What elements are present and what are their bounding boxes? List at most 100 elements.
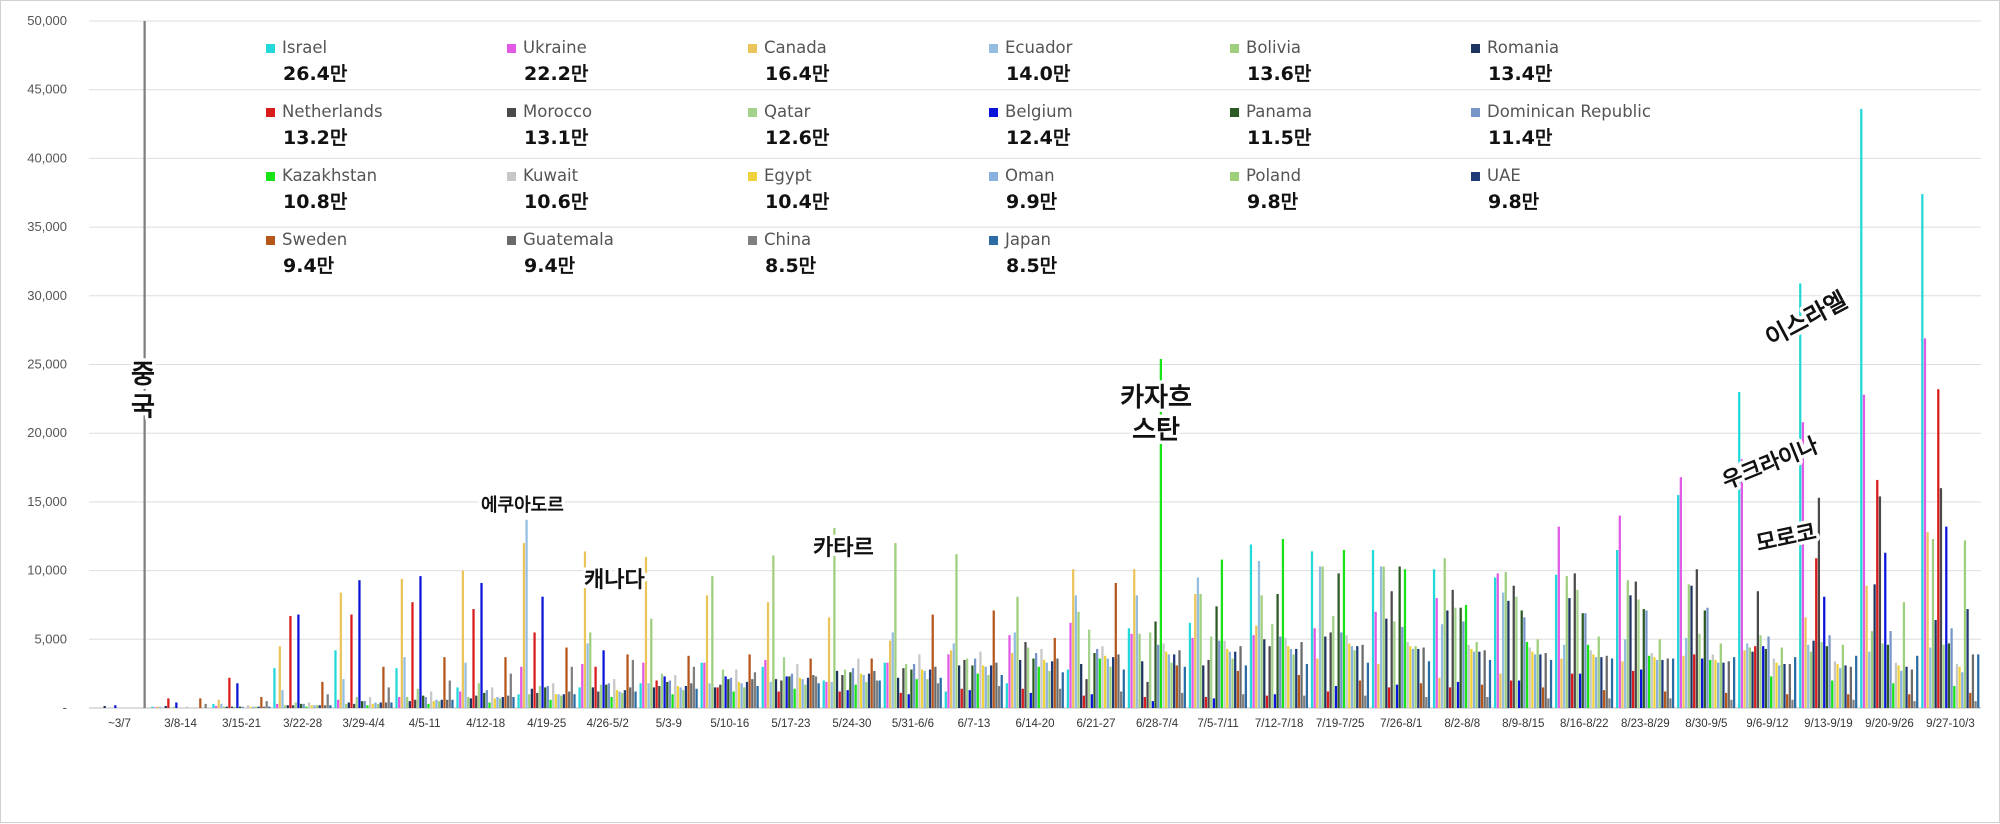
bar-belgium: [541, 596, 544, 708]
bar-belgium: [419, 576, 422, 708]
bar-egypt: [1348, 643, 1351, 708]
bar-sweden: [687, 655, 690, 708]
bar-romania: [652, 687, 656, 708]
bar-oman: [740, 683, 743, 708]
bar-qatar: [599, 684, 603, 708]
bar-egypt: [371, 703, 374, 708]
bar-canada: [1316, 658, 1319, 708]
legend-label: Ecuador: [1005, 38, 1073, 57]
bar-uae: [1783, 664, 1786, 708]
bar-romania: [835, 670, 839, 708]
bar-bolivia: [1687, 584, 1690, 708]
bar-uae: [623, 690, 627, 708]
bar-china: [1058, 688, 1062, 708]
bar-morocco: [1512, 585, 1515, 708]
bar-qatar: [660, 673, 664, 708]
bar-ukraine: [703, 662, 706, 708]
bar-japan: [451, 699, 454, 708]
bar-ecuador: [1929, 647, 1932, 708]
legend-swatch: [266, 236, 275, 245]
legend-total: 14.0만: [1006, 63, 1071, 85]
legend-label: Guatemala: [523, 230, 614, 249]
bar-ukraine: [1191, 637, 1194, 708]
legend-label: Bolivia: [1246, 38, 1301, 57]
bar-china: [1181, 692, 1184, 708]
bar-ukraine: [337, 699, 340, 708]
legend-total: 11.4만: [1488, 127, 1553, 149]
bar-romania: [1019, 659, 1022, 708]
bar-bolivia: [1931, 539, 1935, 708]
bar-dominican-republic: [1584, 613, 1587, 708]
bar-uae: [1417, 648, 1420, 708]
bar-dominican-republic: [1645, 610, 1648, 708]
bar-netherlands: [777, 691, 780, 708]
bar-netherlands: [1937, 389, 1940, 708]
bar-ecuador: [1318, 566, 1322, 708]
bar-kazakhstan: [793, 688, 796, 708]
legend-swatch: [1471, 108, 1480, 117]
bar-canada: [583, 551, 587, 708]
bar-kazakhstan: [610, 697, 613, 708]
bar-japan: [573, 694, 576, 708]
bar-panama: [238, 706, 242, 708]
bar-canada: [522, 543, 526, 708]
bar-morocco: [963, 659, 966, 708]
x-tick-label: ~3/7: [108, 718, 131, 730]
bar-kuwait: [491, 687, 494, 708]
bar-netherlands: [1570, 673, 1574, 708]
bar-poland: [743, 687, 746, 708]
bar-china: [509, 673, 512, 708]
bar-qatar: [1210, 636, 1213, 708]
bar-panama: [971, 665, 974, 708]
bar-china: [1852, 699, 1855, 708]
bar-guatemala: [1483, 650, 1486, 708]
y-tick-label: 20,000: [27, 425, 67, 440]
bar-netherlands: [350, 614, 353, 708]
bar-oman: [801, 679, 804, 708]
bar-morocco: [1268, 646, 1271, 708]
y-tick-label: -: [63, 700, 67, 715]
legend-total: 22.2만: [524, 63, 589, 85]
bar-romania: [957, 665, 961, 708]
bar-kazakhstan: [488, 702, 491, 708]
bar-oman: [1778, 665, 1781, 708]
bar-israel: [639, 683, 642, 708]
bar-qatar: [1576, 589, 1579, 708]
bar-bolivia: [1077, 611, 1080, 708]
legend-total: 13.2만: [283, 127, 348, 149]
bar-morocco: [719, 684, 722, 708]
bar-ecuador: [342, 679, 345, 708]
bar-kuwait: [1345, 635, 1348, 708]
legend-label: Oman: [1005, 166, 1055, 185]
bar-ecuador: [1685, 637, 1688, 708]
bar-uae: [501, 697, 504, 708]
bar-romania: [225, 706, 228, 708]
y-tick-label: 50,000: [27, 13, 67, 28]
bar-kuwait: [1467, 644, 1470, 708]
bar-oman: [1167, 654, 1170, 708]
bar-egypt: [1409, 646, 1412, 708]
bar-ecuador: [586, 643, 589, 708]
bar-dominican-republic: [363, 701, 366, 708]
bar-romania: [774, 679, 778, 708]
annotation-text: 모로코: [1754, 520, 1819, 557]
bar-ecuador: [1624, 639, 1627, 708]
bar-guatemala: [1056, 658, 1059, 708]
bar-romania: [164, 705, 167, 708]
bar-romania: [408, 701, 411, 708]
x-tick-label: 3/29-4/4: [343, 718, 386, 730]
bar-romania: [713, 687, 717, 708]
bar-qatar: [904, 664, 908, 708]
bar-ecuador: [1746, 643, 1749, 708]
bar-kuwait: [1711, 654, 1714, 708]
bar-poland: [315, 705, 319, 708]
bar-qatar: [843, 669, 847, 708]
bar-belgium: [1273, 694, 1277, 708]
bar-ecuador: [830, 681, 833, 708]
bar-uae: [1661, 659, 1664, 708]
legend-swatch: [507, 108, 516, 117]
bar-dominican-republic: [424, 697, 427, 708]
bar-sweden: [1480, 684, 1484, 708]
